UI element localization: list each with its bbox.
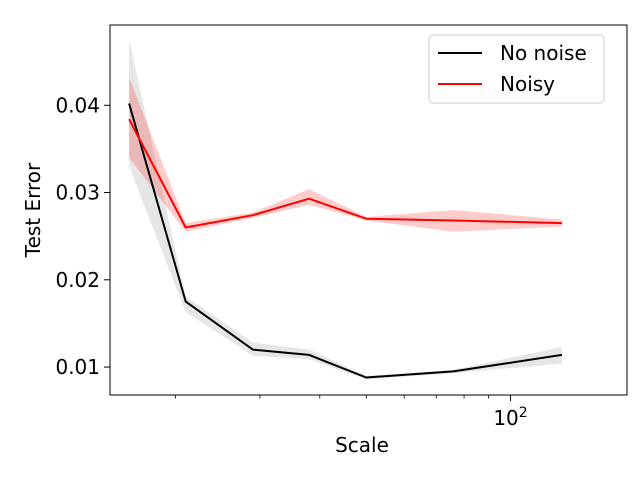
band-noisy	[129, 77, 562, 232]
series-lines	[128, 103, 563, 379]
x-axis-label: Scale	[335, 433, 389, 457]
y-tick-label: 0.04	[55, 93, 100, 117]
y-tick-label: 0.01	[55, 355, 100, 379]
y-tick-label: 0.02	[55, 268, 100, 292]
y-axis-ticks: 0.01 0.02 0.03 0.04	[55, 93, 110, 379]
legend-label-noisy: Noisy	[500, 72, 555, 96]
y-tick-label: 0.03	[55, 181, 100, 205]
legend: No noise Noisy	[428, 34, 605, 104]
series-line-noisy	[128, 118, 562, 229]
legend-label-no-noise: No noise	[500, 41, 587, 65]
confidence-bands	[129, 39, 562, 380]
plot-frame	[109, 24, 628, 396]
y-axis-label: Test Error	[21, 162, 45, 258]
x-tick-label: 102	[493, 405, 527, 430]
x-axis-ticks: 102	[175, 395, 528, 430]
series-line-no-noise	[128, 103, 563, 379]
